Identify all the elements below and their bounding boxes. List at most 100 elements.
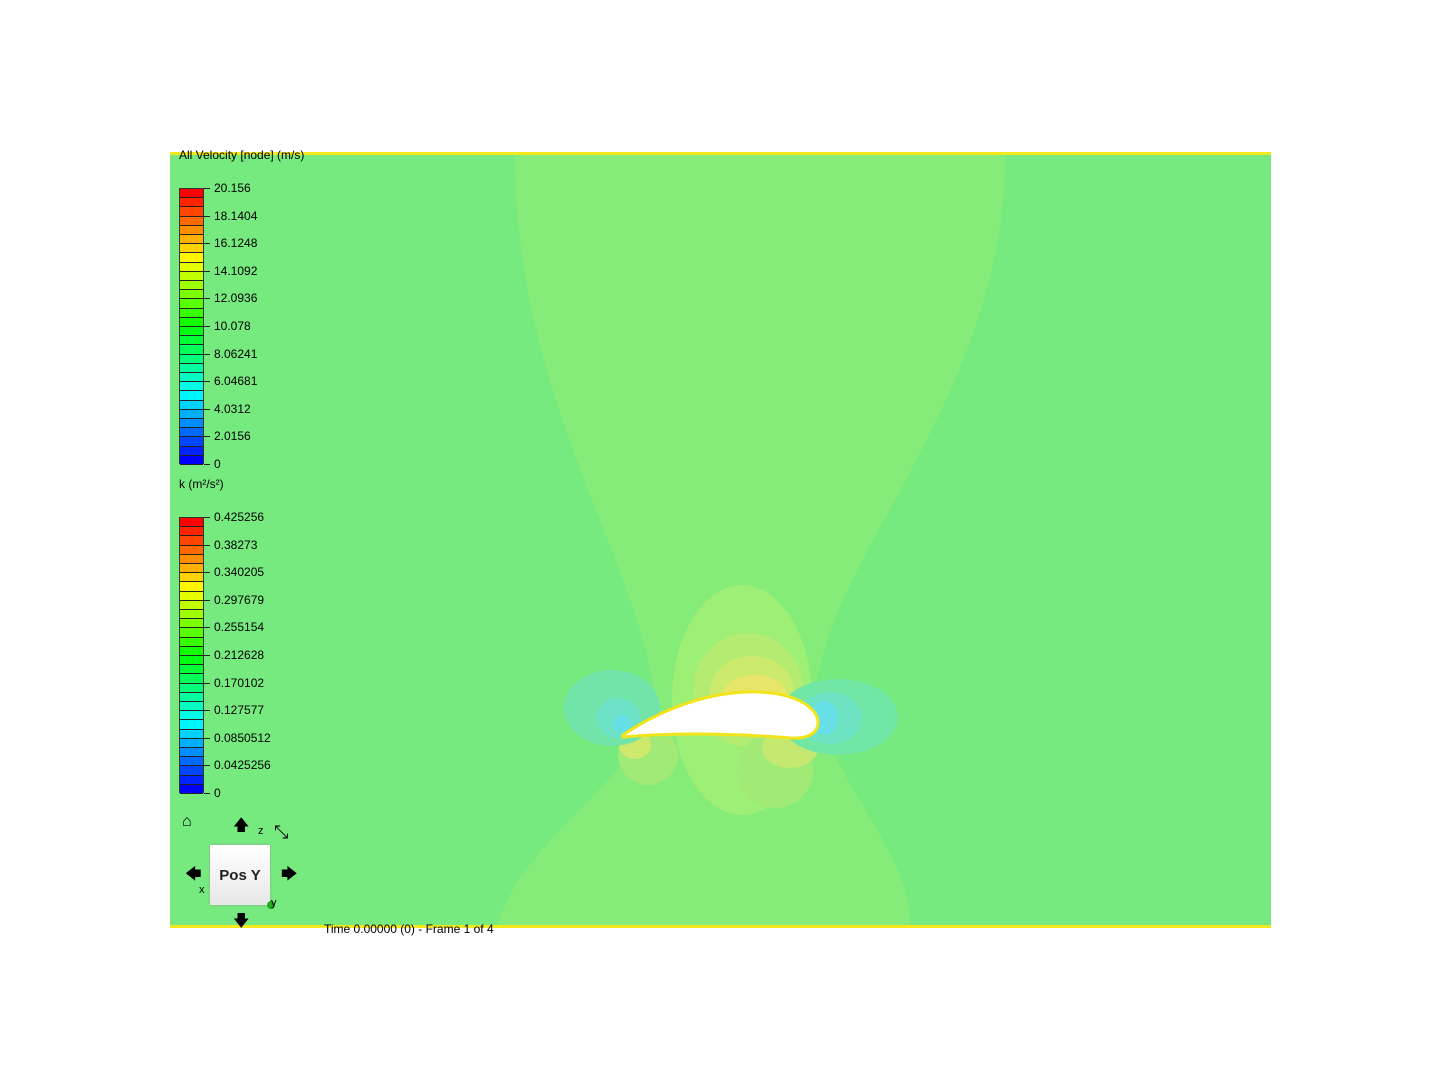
colorbar-tick-label: 2.0156 bbox=[214, 429, 251, 444]
colorbar-band bbox=[180, 656, 203, 666]
axis-z-label: z bbox=[258, 825, 264, 837]
colorbar-band bbox=[180, 308, 203, 318]
colorbar-band bbox=[180, 729, 203, 739]
colorbar-band bbox=[180, 373, 203, 383]
colorbar-band bbox=[180, 345, 203, 355]
colorbar-tick-label: 0 bbox=[214, 457, 221, 471]
colorbar-tick bbox=[204, 326, 210, 327]
colorbar-band bbox=[180, 290, 203, 300]
colorbar-band bbox=[180, 628, 203, 638]
colorbar-tick bbox=[204, 793, 210, 794]
colorbar-tick-label: 12.0936 bbox=[214, 291, 258, 306]
colorbar-tick-label: 0.340205 bbox=[214, 565, 265, 580]
colorbar-band bbox=[180, 428, 203, 438]
colorbar-band bbox=[180, 757, 203, 767]
colorbar-tick bbox=[204, 270, 210, 272]
colorbar-tick-label: 0.297679 bbox=[214, 592, 265, 607]
colorbar-band bbox=[180, 748, 203, 758]
rotate-down-icon[interactable]: 🡇 bbox=[233, 913, 250, 930]
colorbar-band bbox=[180, 518, 203, 528]
rotate-right-icon[interactable]: 🡆 bbox=[281, 866, 298, 883]
colorbar-tick-label: 16.1248 bbox=[214, 236, 258, 251]
colorbar-band bbox=[180, 702, 203, 712]
colorbar-tick-label: 0.0425256 bbox=[214, 758, 271, 773]
colorbar-tick bbox=[204, 544, 210, 546]
colorbar-band bbox=[180, 327, 203, 337]
colorbar-tick bbox=[204, 682, 210, 684]
domain-edge-top bbox=[170, 152, 1271, 155]
home-icon[interactable]: ⌂ bbox=[182, 813, 192, 830]
colorbar-tick bbox=[204, 408, 210, 410]
colorbar-band bbox=[180, 766, 203, 776]
axis-y-label: y bbox=[271, 897, 277, 909]
colorbar-band bbox=[180, 244, 203, 254]
colorbar-tick bbox=[204, 436, 210, 438]
colorbar-tick bbox=[204, 353, 210, 355]
colorbar-band bbox=[180, 271, 203, 281]
colorbar-band bbox=[180, 600, 203, 610]
colorbar-band bbox=[180, 216, 203, 226]
colorbar-band bbox=[180, 545, 203, 555]
colorbar-band bbox=[180, 409, 203, 419]
contour-te-cyan-3 bbox=[613, 715, 631, 733]
colorbar-band bbox=[180, 437, 203, 447]
colorbar-band bbox=[180, 637, 203, 647]
rotate-up-icon[interactable]: 🡅 bbox=[233, 817, 250, 834]
colorbar-tick-label: 0.212628 bbox=[214, 648, 265, 662]
colorbar-band bbox=[180, 198, 203, 208]
colorbar-band bbox=[180, 582, 203, 592]
axis-y-dot bbox=[267, 901, 275, 909]
colorbar-tick-label: 0.255154 bbox=[214, 620, 265, 635]
colorbar-band bbox=[180, 446, 203, 456]
colorbar-tick-label: 0.38273 bbox=[214, 537, 258, 552]
colorbar-band bbox=[180, 419, 203, 429]
colorbar-tick bbox=[204, 710, 210, 712]
colorbar-tick-label: 0.170102 bbox=[214, 675, 265, 690]
airfoil[interactable] bbox=[621, 690, 820, 740]
rotate-left-icon[interactable]: 🡄 bbox=[185, 866, 202, 883]
colorbar-band bbox=[180, 692, 203, 702]
colorbar-band bbox=[180, 391, 203, 401]
colorbar-band bbox=[180, 683, 203, 693]
colorbar bbox=[179, 188, 204, 465]
colorbar-band bbox=[180, 536, 203, 546]
colorbar-band bbox=[180, 189, 203, 199]
colorbar-band bbox=[180, 225, 203, 235]
axis-x-label: x bbox=[199, 884, 205, 896]
view-cube-face[interactable]: Pos Y bbox=[210, 845, 270, 905]
colorbar-band bbox=[180, 775, 203, 785]
colorbar-band bbox=[180, 619, 203, 629]
colorbar-band bbox=[180, 354, 203, 364]
colorbar-tick bbox=[204, 188, 210, 189]
colorbar-tick bbox=[204, 765, 210, 767]
colorbar-tick bbox=[204, 737, 210, 739]
colorbar-tick bbox=[204, 655, 210, 656]
colorbar-band bbox=[180, 554, 203, 564]
colorbar-band bbox=[180, 253, 203, 263]
colorbar-tick bbox=[204, 298, 210, 300]
colorbar-tick bbox=[204, 572, 210, 574]
colorbar-tick-label: 10.078 bbox=[214, 319, 251, 333]
colorbar-band bbox=[180, 235, 203, 245]
legend-title: k (m²/s²) bbox=[179, 477, 224, 491]
colorbar-band bbox=[180, 363, 203, 373]
colorbar-tick bbox=[204, 215, 210, 217]
colorbar-tick-label: 0.425256 bbox=[214, 510, 265, 524]
velocity-contour-hourglass bbox=[498, 155, 1005, 925]
colorbar-tick-label: 18.1404 bbox=[214, 208, 258, 223]
colorbar-band bbox=[180, 317, 203, 327]
colorbar-band bbox=[180, 738, 203, 748]
colorbar-tick bbox=[204, 627, 210, 629]
colorbar-band bbox=[180, 455, 203, 465]
colorbar-tick-label: 20.156 bbox=[214, 181, 251, 195]
colorbar-band bbox=[180, 207, 203, 217]
colorbar-band bbox=[180, 711, 203, 721]
colorbar-band bbox=[180, 281, 203, 291]
colorbar-tick bbox=[204, 243, 210, 245]
colorbar-band bbox=[180, 573, 203, 583]
colorbar-tick bbox=[204, 599, 210, 601]
time-frame-status: Time 0.00000 (0) - Frame 1 of 4 bbox=[324, 922, 494, 936]
roll-icon[interactable]: ⤡ bbox=[274, 822, 289, 842]
colorbar-band bbox=[180, 674, 203, 684]
